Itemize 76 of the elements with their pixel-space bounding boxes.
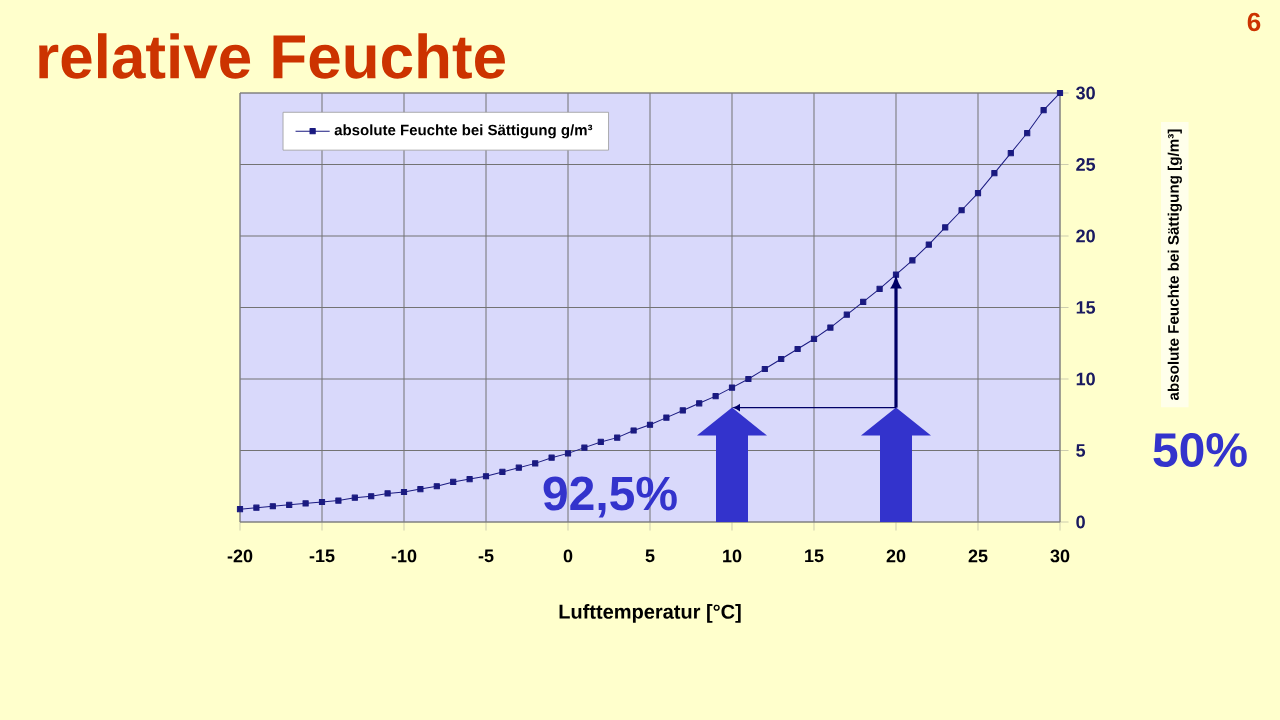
- point: [876, 285, 883, 293]
- point: [1040, 107, 1047, 114]
- point: [564, 450, 572, 457]
- point: [712, 393, 719, 400]
- y-tick-label: 20: [1076, 229, 1095, 243]
- y-tick-label: 25: [1076, 158, 1096, 171]
- point: [942, 224, 949, 231]
- point: [368, 493, 375, 500]
- point: [1056, 89, 1064, 97]
- point: [892, 271, 900, 278]
- x-tick-label: 20: [886, 549, 906, 563]
- point: [1007, 149, 1014, 157]
- annotation: 92,5%: [543, 476, 677, 518]
- point: [860, 298, 867, 305]
- x-tick-label: 10: [723, 549, 742, 563]
- point: [335, 497, 342, 504]
- point: [482, 473, 490, 480]
- x-tick-label: 0: [563, 549, 573, 563]
- y-axis-title: absolute Feuchte bei Sättigung [g/m³]: [1167, 129, 1182, 401]
- point: [745, 375, 752, 383]
- legend-label: absolute Feuchte bei Sättigung g/m³: [334, 124, 593, 139]
- point: [351, 494, 358, 501]
- point: [318, 498, 326, 506]
- point: [515, 464, 522, 471]
- x-tick-label: -5: [478, 549, 494, 563]
- point: [581, 444, 588, 451]
- y-tick-label: 15: [1076, 301, 1096, 314]
- point: [236, 506, 244, 513]
- point: [663, 414, 670, 421]
- point: [253, 504, 260, 511]
- point: [794, 345, 801, 353]
- chart-title: relative Feuchte: [39, 33, 505, 79]
- point: [302, 500, 309, 507]
- point: [499, 468, 506, 476]
- y-tick-label: 10: [1076, 372, 1095, 386]
- point: [630, 427, 637, 434]
- x-tick-label: -10: [391, 549, 417, 563]
- x-axis-title: Lufttemperatur [°C]: [559, 604, 741, 623]
- point: [532, 460, 539, 467]
- y-tick-label: 0: [1076, 515, 1085, 529]
- y-tick-label: 5: [1076, 444, 1086, 457]
- x-tick-label: 25: [968, 549, 988, 563]
- point: [991, 169, 998, 177]
- point: [843, 311, 850, 318]
- y-tick-label: 30: [1076, 86, 1095, 100]
- x-tick-label: 30: [1050, 549, 1070, 563]
- point: [597, 438, 604, 446]
- point: [974, 190, 982, 197]
- point: [679, 407, 686, 414]
- point: [827, 324, 834, 331]
- point: [646, 421, 654, 428]
- point: [269, 503, 276, 510]
- point: [384, 490, 391, 497]
- point: [925, 241, 932, 248]
- point: [958, 207, 965, 214]
- point: [778, 355, 785, 363]
- x-tick-label: 5: [645, 549, 655, 563]
- point: [400, 488, 408, 496]
- point: [614, 434, 621, 441]
- point: [761, 365, 768, 373]
- point: [909, 257, 916, 264]
- point: [1024, 129, 1031, 137]
- point: [286, 501, 293, 508]
- point: [417, 486, 424, 493]
- point: [696, 400, 703, 407]
- text: 6: [1247, 12, 1261, 32]
- x-tick-label: 15: [805, 549, 824, 563]
- x-tick-label: -20: [227, 549, 253, 563]
- point: [433, 483, 440, 490]
- text: 50%: [1153, 433, 1247, 467]
- point: [728, 384, 736, 391]
- x-tick-label: -15: [309, 549, 335, 563]
- point: [548, 454, 555, 461]
- point: [810, 335, 818, 343]
- point: [450, 478, 457, 486]
- point: [466, 476, 473, 483]
